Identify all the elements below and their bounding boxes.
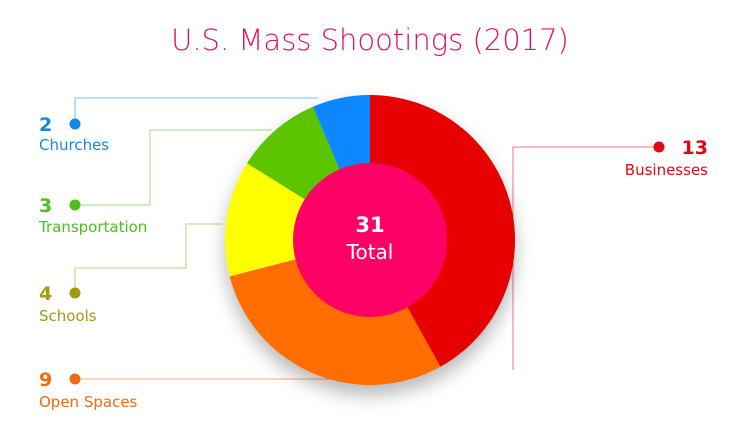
center-total-value: 31 [355,213,384,237]
label-dot-businesses [653,141,665,153]
slice-label-churches: Churches [39,136,109,154]
slice-labels: 13 Businesses 9 Open Spaces 4 Schools 3Transpo… [38,114,708,411]
label-dot-schools [69,287,81,299]
leader-line-churches [74,97,318,124]
slice-value-schools: 4 [39,283,52,305]
slice-value-transportation: 3 [39,195,52,217]
label-dot-open-spaces [69,373,81,385]
chart-title: U.S. Mass Shootings (2017) [171,23,569,57]
slice-value-churches: 2 [39,114,52,136]
leader-line-schools [74,223,222,293]
center-total-circle [293,163,447,317]
slice-label-transportation: Transportation [38,218,147,236]
leader-line-businesses [512,146,659,370]
slice-label-open-spaces: Open Spaces [39,393,138,411]
slice-label-businesses: Businesses [625,161,708,179]
center-total-label: Total [346,240,394,264]
slice-value-open-spaces: 9 [39,369,52,391]
leader-line-transportation [75,129,272,206]
slice-label-schools: Schools [39,307,97,325]
label-dot-transportation [69,199,81,211]
label-dot-churches [69,118,81,130]
slice-value-businesses: 13 [682,137,708,159]
